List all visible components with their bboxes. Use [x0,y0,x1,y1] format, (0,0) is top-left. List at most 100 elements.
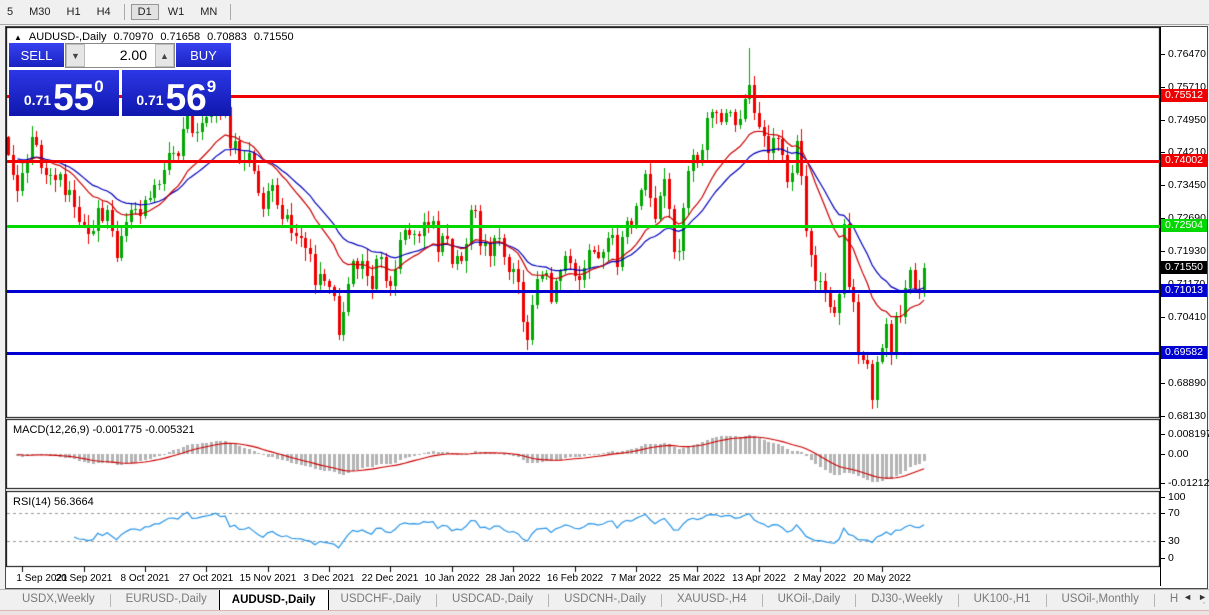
sell-price-digits: 55 [53,76,95,118]
volume-stepper: ▼ 2.00 ▲ [65,43,175,68]
macd-axis-label: 0.008197 [1161,428,1209,440]
timeframe-H1[interactable]: H1 [66,6,81,18]
sell-price-prefix: 0.71 [23,92,52,108]
buy-price-prefix: 0.71 [136,92,164,108]
resistance-line[interactable] [7,160,1160,163]
date-axis-label: 1 Sep 2021 [16,573,68,584]
support-line[interactable] [7,352,1160,355]
sell-button[interactable]: SELL [9,43,64,68]
chart-header: ▲ AUDUSD-,Daily 0.70970 0.71658 0.70883 … [14,31,294,43]
tab-scroll-left-icon[interactable]: ◄ [1183,592,1193,602]
sell-price-button[interactable]: 0.71 55 0 [9,70,119,116]
price-tick-label: 0.73450 [1161,179,1207,191]
rsi-axis-label: 30 [1161,535,1207,547]
price-tick-label: 0.70410 [1161,311,1207,323]
chart-tab-ukoildaily[interactable]: UKOil-,Daily [777,593,841,605]
resistance-line[interactable] [7,95,1160,98]
date-axis-label: 15 Nov 2021 [239,573,297,584]
date-axis-label: 22 Dec 2021 [361,573,419,584]
macd-label: MACD(12,26,9) -0.001775 -0.005321 [13,424,195,436]
chart-symbol-title: AUDUSD-,Daily [28,31,107,43]
timeframe-M30[interactable]: M30 [29,6,51,18]
timeframe-MN[interactable]: MN [200,6,218,18]
chart-tab-usdchfdaily[interactable]: USDCHF-,Daily [340,593,422,605]
chart-tab-uk100h1[interactable]: UK100-,H1 [973,593,1031,605]
buy-price-sup: 9 [206,77,217,96]
buy-button[interactable]: BUY [176,43,231,68]
chart-tab-usdxweekly[interactable]: USDX,Weekly [22,593,95,605]
tab-separator [855,594,857,607]
volume-decrease-icon[interactable]: ▼ [66,44,85,67]
chart-canvas[interactable] [6,27,1160,586]
ohlc-low: 0.70883 [207,31,247,43]
ohlc-open: 0.70970 [113,31,154,43]
timeframe-H4[interactable]: H4 [96,6,111,18]
volume-increase-icon[interactable]: ▲ [155,44,174,67]
tab-separator [548,594,550,607]
rsi-label: RSI(14) 56.3664 [13,496,94,508]
price-tick-label: 0.74950 [1161,114,1207,126]
date-axis-label: 27 Oct 2021 [178,573,234,584]
tab-separator [761,594,763,607]
tab-separator [957,594,959,607]
rsi-axis-label: 70 [1161,507,1207,519]
timeframe-W1[interactable]: W1 [167,6,185,18]
tab-scroll-arrows: ◄ ► [1179,592,1207,602]
price-level-badge: 0.75512 [1161,89,1207,102]
toolbar-divider [230,4,232,20]
price-tick-label: 0.71930 [1161,245,1207,257]
window-bottom-strip [0,610,1209,615]
one-click-collapse-icon[interactable]: ▲ [14,33,22,42]
tab-separator [660,594,662,607]
chart-tab-usdcnhdaily[interactable]: USDCNH-,Daily [564,593,646,605]
chart-tab-dj30weekly[interactable]: DJ30-,Weekly [871,593,943,605]
date-axis-label: 28 Jan 2022 [485,573,541,584]
date-axis-label: 7 Mar 2022 [610,573,662,584]
price-tick-label: 0.68130 [1161,410,1207,422]
ohlc-close: 0.71550 [253,31,294,43]
price-tick-label: 0.76470 [1161,48,1207,60]
price-level-badge: 0.71550 [1161,261,1207,274]
tab-scroll-right-icon[interactable]: ► [1198,592,1207,602]
price-axis: 0.76470 0.75710 0.74950 0.74210 0.73450 0.726… [1160,27,1209,586]
date-axis-label: 25 Mar 2022 [668,573,726,584]
price-level-badge: 0.69582 [1161,346,1207,359]
macd-axis-label: 0.00 [1161,448,1207,460]
price-level-badge: 0.72504 [1161,219,1207,232]
date-axis-label: 20 May 2022 [853,573,911,584]
chart-tab-xauusdh4[interactable]: XAUUSD-,H4 [676,593,747,605]
chart-tab-usdcaddaily[interactable]: USDCAD-,Daily [452,593,534,605]
date-axis-label: 2 May 2022 [793,573,847,584]
chart-tab-eurusddaily[interactable]: EURUSD-,Daily [125,593,207,605]
ohlc-high: 0.71658 [160,31,201,43]
support-line[interactable] [7,290,1160,293]
timeframe-5[interactable]: 5 [7,6,14,18]
buy-price-button[interactable]: 0.71 56 9 [121,70,231,116]
chart-window: ▲ AUDUSD-,Daily 0.70970 0.71658 0.70883 … [5,26,1209,589]
chart-tab-audusddaily[interactable]: AUDUSD-,Daily [218,590,329,611]
chart-tab-bar: USDX,Weekly EURUSD-,Daily AUDUSD-,Daily USD… [0,589,1209,611]
date-axis-label: 13 Apr 2022 [732,573,786,584]
rsi-axis-label: 100 [1161,491,1207,503]
date-axis-label: 20 Sep 2021 [55,573,113,584]
chart-tab-usoilmonthly[interactable]: USOil-,Monthly [1061,593,1139,605]
pivot-line[interactable] [7,225,1160,228]
date-axis-label: 3 Dec 2021 [303,573,355,584]
tab-separator [1153,594,1155,607]
date-axis-label: 10 Jan 2022 [424,573,480,584]
timeframe-toolbar: 5 M30 H1 H4 D1 W1 MN [0,0,1209,25]
timeframe-D1[interactable]: D1 [130,4,159,20]
date-axis-label: 16 Feb 2022 [546,573,604,584]
date-axis-label: 8 Oct 2021 [120,573,170,584]
tab-separator [1045,594,1047,607]
price-level-badge: 0.74002 [1161,154,1207,167]
rsi-axis-label: 0 [1161,552,1207,564]
tab-separator [436,594,438,607]
tab-separator [109,594,111,607]
volume-input[interactable]: 2.00 [119,47,147,63]
price-level-badge: 0.71013 [1161,284,1207,297]
one-click-trade-widget: SELL ▼ 2.00 ▲ BUY 0.71 55 0 0.71 56 9 [9,43,231,116]
sell-price-sup: 0 [94,77,104,96]
